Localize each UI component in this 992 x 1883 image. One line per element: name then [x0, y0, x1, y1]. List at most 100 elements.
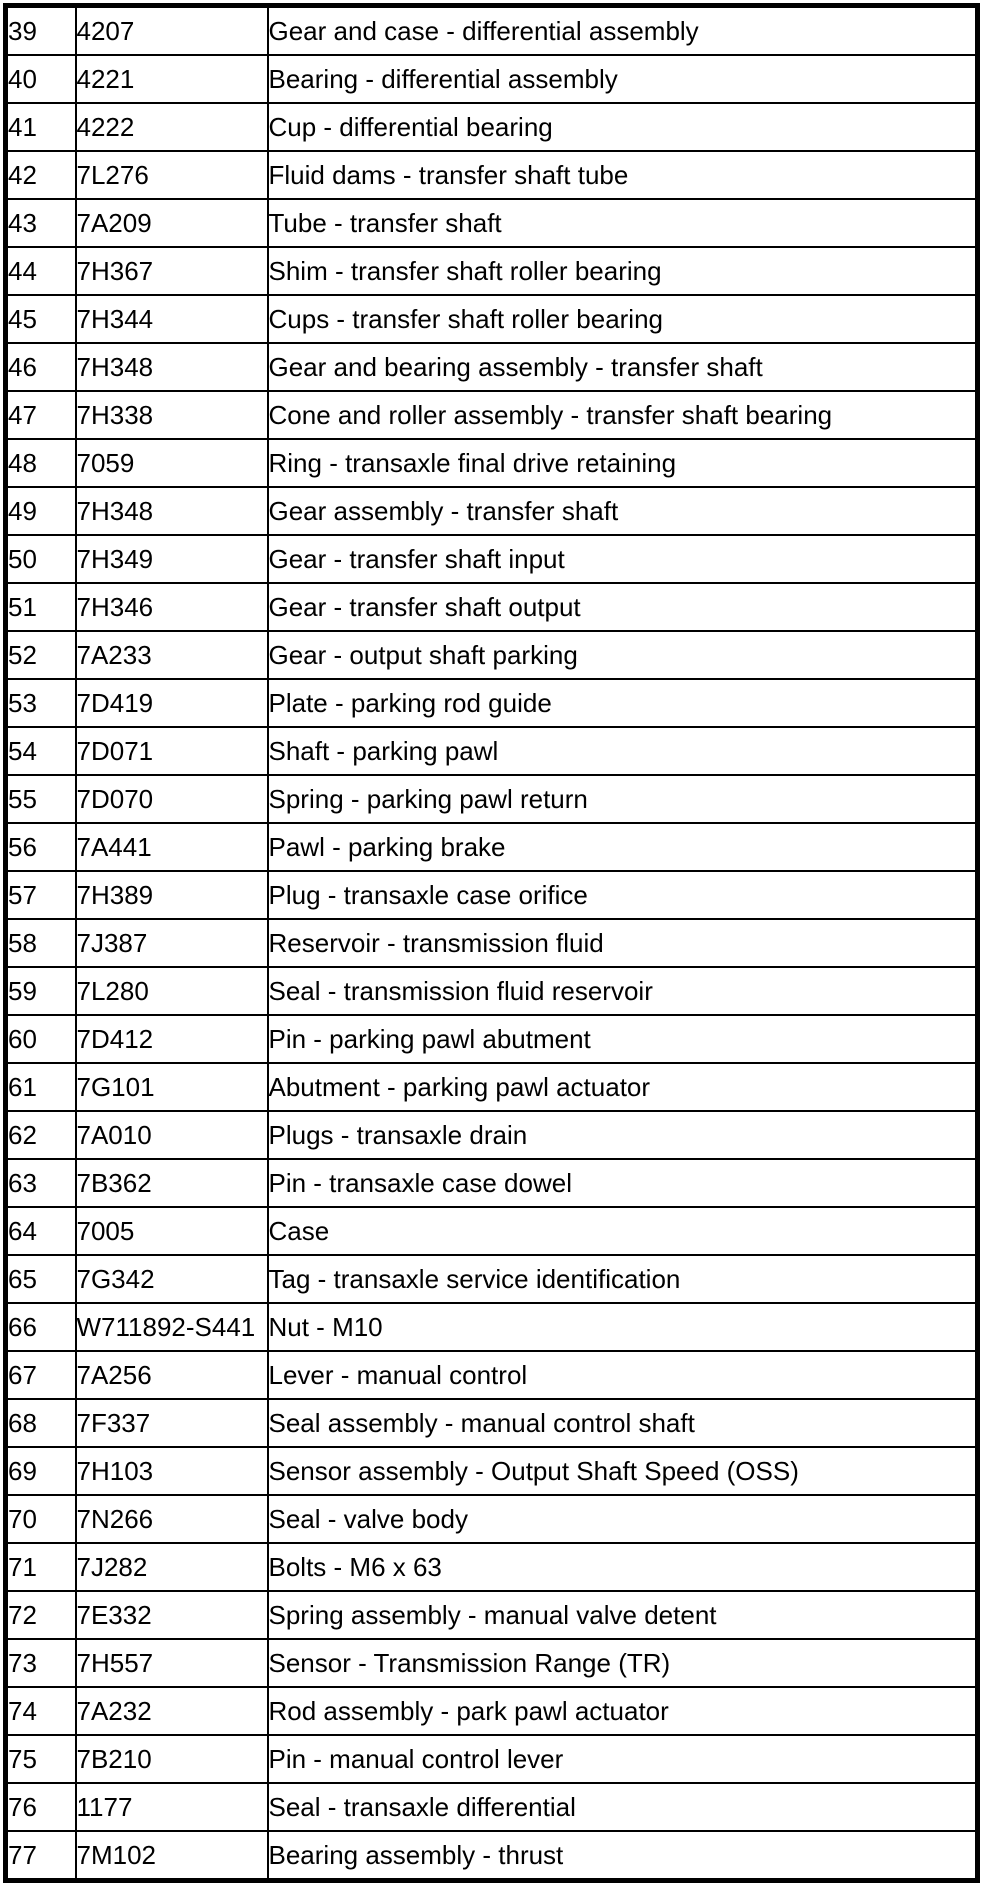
table-row: 75 7B210 Pin - manual control lever	[4, 1734, 979, 1784]
part-number-cell: 7005	[74, 1206, 269, 1256]
part-number-cell: 7A209	[74, 198, 269, 248]
part-number-cell: 7H338	[74, 390, 269, 440]
part-number-cell: 7H103	[74, 1446, 269, 1496]
table-row: 74 7A232 Rod assembly - park pawl actuator	[4, 1686, 979, 1736]
part-number-cell: 7L276	[74, 150, 269, 200]
item-number-cell: 41	[4, 102, 77, 152]
description-cell: Shim - transfer shaft roller bearing	[266, 246, 979, 296]
table-row: 57 7H389 Plug - transaxle case orifice	[4, 870, 979, 920]
table-row: 41 4222 Cup - differential bearing	[4, 102, 979, 152]
table-row: 39 4207 Gear and case - differential assem…	[4, 4, 979, 56]
item-number-cell: 64	[4, 1206, 77, 1256]
description-cell: Abutment - parking pawl actuator	[266, 1062, 979, 1112]
table-row: 51 7H346 Gear - transfer shaft output	[4, 582, 979, 632]
item-number-cell: 55	[4, 774, 77, 824]
description-cell: Shaft - parking pawl	[266, 726, 979, 776]
item-number-cell: 52	[4, 630, 77, 680]
item-number-cell: 74	[4, 1686, 77, 1736]
item-number-cell: 70	[4, 1494, 77, 1544]
part-number-cell: 7G101	[74, 1062, 269, 1112]
table-row: 77 7M102 Bearing assembly - thrust	[4, 1830, 979, 1882]
item-number-cell: 60	[4, 1014, 77, 1064]
part-number-cell: 7H348	[74, 342, 269, 392]
item-number-cell: 39	[4, 4, 77, 56]
part-number-cell: 7G342	[74, 1254, 269, 1304]
table-row: 63 7B362 Pin - transaxle case dowel	[4, 1158, 979, 1208]
table-row: 56 7A441 Pawl - parking brake	[4, 822, 979, 872]
description-cell: Fluid dams - transfer shaft tube	[266, 150, 979, 200]
table-row: 46 7H348 Gear and bearing assembly - trans…	[4, 342, 979, 392]
description-cell: Plug - transaxle case orifice	[266, 870, 979, 920]
description-cell: Bearing assembly - thrust	[266, 1830, 979, 1882]
item-number-cell: 61	[4, 1062, 77, 1112]
item-number-cell: 56	[4, 822, 77, 872]
part-number-cell: 7A232	[74, 1686, 269, 1736]
part-number-cell: 7H557	[74, 1638, 269, 1688]
item-number-cell: 57	[4, 870, 77, 920]
part-number-cell: 7J282	[74, 1542, 269, 1592]
table-row: 71 7J282 Bolts - M6 x 63	[4, 1542, 979, 1592]
description-cell: Pawl - parking brake	[266, 822, 979, 872]
table-row: 58 7J387 Reservoir - transmission fluid	[4, 918, 979, 968]
item-number-cell: 72	[4, 1590, 77, 1640]
item-number-cell: 71	[4, 1542, 77, 1592]
parts-table-body: 39 4207 Gear and case - differential assem…	[4, 4, 979, 1882]
item-number-cell: 63	[4, 1158, 77, 1208]
part-number-cell: 7F337	[74, 1398, 269, 1448]
description-cell: Cone and roller assembly - transfer shaf…	[266, 390, 979, 440]
item-number-cell: 77	[4, 1830, 77, 1882]
part-number-cell: 7H348	[74, 486, 269, 536]
part-number-cell: 7B362	[74, 1158, 269, 1208]
part-number-cell: 7D419	[74, 678, 269, 728]
description-cell: Case	[266, 1206, 979, 1256]
table-row: 68 7F337 Seal assembly - manual control sh…	[4, 1398, 979, 1448]
part-number-cell: 7D071	[74, 726, 269, 776]
description-cell: Gear assembly - transfer shaft	[266, 486, 979, 536]
description-cell: Gear - transfer shaft input	[266, 534, 979, 584]
item-number-cell: 42	[4, 150, 77, 200]
parts-list-table: 39 4207 Gear and case - differential assem…	[3, 3, 980, 1883]
part-number-cell: 4207	[74, 4, 269, 56]
item-number-cell: 51	[4, 582, 77, 632]
table-row: 60 7D412 Pin - parking pawl abutment	[4, 1014, 979, 1064]
description-cell: Lever - manual control	[266, 1350, 979, 1400]
item-number-cell: 69	[4, 1446, 77, 1496]
part-number-cell: 7D070	[74, 774, 269, 824]
description-cell: Pin - manual control lever	[266, 1734, 979, 1784]
item-number-cell: 62	[4, 1110, 77, 1160]
table-row: 64 7005 Case	[4, 1206, 979, 1256]
item-number-cell: 58	[4, 918, 77, 968]
description-cell: Seal - transmission fluid reservoir	[266, 966, 979, 1016]
item-number-cell: 67	[4, 1350, 77, 1400]
item-number-cell: 68	[4, 1398, 77, 1448]
item-number-cell: 53	[4, 678, 77, 728]
table-row: 54 7D071 Shaft - parking pawl	[4, 726, 979, 776]
table-row: 66 W711892-S441 Nut - M10	[4, 1302, 979, 1352]
item-number-cell: 44	[4, 246, 77, 296]
part-number-cell: 7H349	[74, 534, 269, 584]
table-row: 48 7059 Ring - transaxle final drive retai…	[4, 438, 979, 488]
description-cell: Seal - valve body	[266, 1494, 979, 1544]
description-cell: Reservoir - transmission fluid	[266, 918, 979, 968]
part-number-cell: 7J387	[74, 918, 269, 968]
table-row: 55 7D070 Spring - parking pawl return	[4, 774, 979, 824]
item-number-cell: 65	[4, 1254, 77, 1304]
description-cell: Spring assembly - manual valve detent	[266, 1590, 979, 1640]
description-cell: Tube - transfer shaft	[266, 198, 979, 248]
item-number-cell: 66	[4, 1302, 77, 1352]
table-row: 65 7G342 Tag - transaxle service identific…	[4, 1254, 979, 1304]
table-row: 52 7A233 Gear - output shaft parking	[4, 630, 979, 680]
table-row: 53 7D419 Plate - parking rod guide	[4, 678, 979, 728]
description-cell: Bearing - differential assembly	[266, 54, 979, 104]
table-row: 73 7H557 Sensor - Transmission Range (TR)	[4, 1638, 979, 1688]
part-number-cell: 7E332	[74, 1590, 269, 1640]
description-cell: Gear - output shaft parking	[266, 630, 979, 680]
item-number-cell: 54	[4, 726, 77, 776]
description-cell: Cup - differential bearing	[266, 102, 979, 152]
item-number-cell: 43	[4, 198, 77, 248]
description-cell: Seal assembly - manual control shaft	[266, 1398, 979, 1448]
description-cell: Cups - transfer shaft roller bearing	[266, 294, 979, 344]
part-number-cell: 7A010	[74, 1110, 269, 1160]
table-row: 44 7H367 Shim - transfer shaft roller bear…	[4, 246, 979, 296]
